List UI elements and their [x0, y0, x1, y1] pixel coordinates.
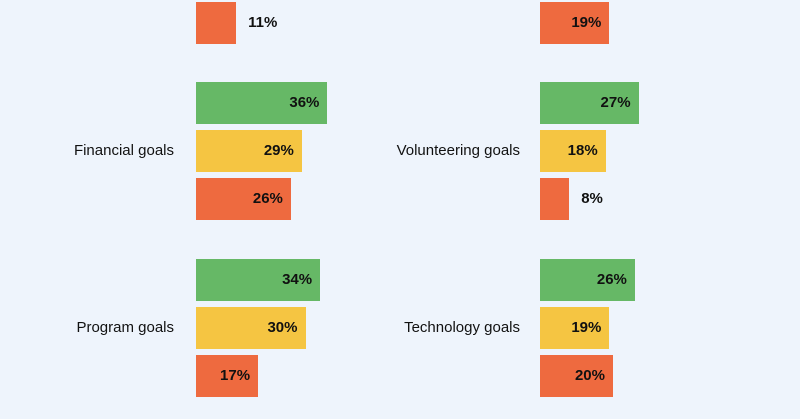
bar-value-label: 19%: [571, 319, 602, 336]
bar-orange: [540, 178, 570, 220]
bar-yellow: [196, 130, 302, 172]
bar-value-label: 19%: [571, 14, 602, 31]
bar-green: [540, 259, 635, 301]
bar-yellow: [540, 307, 610, 349]
bar-green: [540, 82, 639, 124]
bar-value-label: 17%: [220, 367, 251, 384]
bar-yellow: [196, 307, 306, 349]
category-label: Financial goals: [73, 142, 174, 159]
bar-value-label: 27%: [600, 94, 631, 111]
bar-value-label: 36%: [289, 94, 320, 111]
bar-value-label: 18%: [567, 142, 598, 159]
bar-orange: [196, 355, 259, 397]
bar-value-label: 11%: [248, 14, 278, 31]
bar-value-label: 8%: [581, 190, 603, 207]
bar-value-label: 20%: [574, 367, 605, 384]
bar-yellow: [540, 130, 606, 172]
category-label: Program goals: [76, 319, 174, 336]
bar-value-label: 29%: [263, 142, 294, 159]
bar-orange: [196, 2, 237, 44]
bar-green: [196, 82, 328, 124]
bar-orange: [540, 2, 610, 44]
bar-value-label: 26%: [596, 271, 627, 288]
category-label: Volunteering goals: [396, 142, 520, 159]
bar-green: [196, 259, 321, 301]
bar-value-label: 30%: [267, 319, 298, 336]
bar-orange: [540, 355, 613, 397]
category-label: Technology goals: [404, 319, 520, 336]
bar-value-label: 34%: [282, 271, 313, 288]
bar-orange: [196, 178, 291, 220]
bar-value-label: 26%: [252, 190, 283, 207]
